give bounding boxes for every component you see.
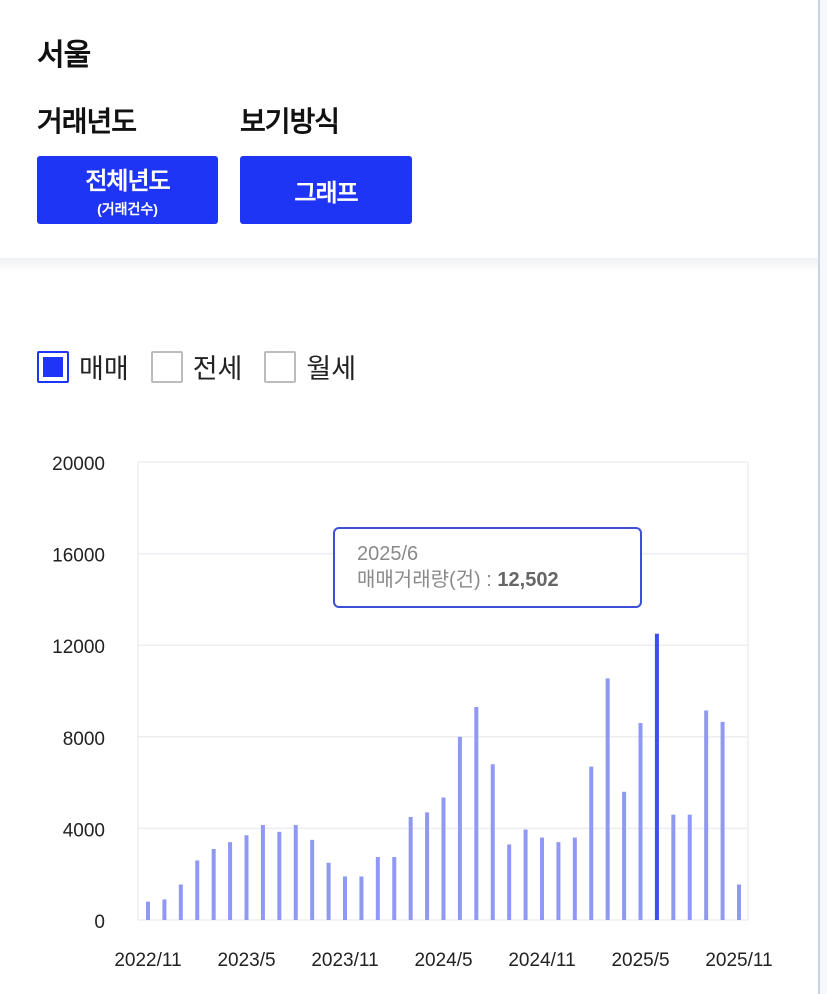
bar[interactable]: [310, 839, 315, 920]
bar[interactable]: [375, 857, 380, 920]
bar[interactable]: [195, 860, 200, 920]
bar[interactable]: [589, 766, 594, 920]
tooltip-value: 12,502: [497, 569, 559, 591]
bar[interactable]: [654, 633, 659, 920]
bar[interactable]: [474, 707, 479, 920]
bar[interactable]: [425, 812, 430, 920]
all-years-button-sublabel: (거래건수): [97, 201, 158, 217]
bar[interactable]: [326, 862, 331, 920]
bar[interactable]: [605, 678, 610, 920]
bar[interactable]: [671, 814, 676, 920]
bar[interactable]: [228, 842, 233, 920]
chart-tooltip: 2025/6 매매거래량(건) : 12,502: [333, 527, 642, 608]
bar[interactable]: [146, 901, 150, 920]
x-tick-label: 2024/11: [508, 950, 575, 971]
scrollbar-track: [818, 0, 827, 994]
y-tick-label: 20000: [52, 454, 105, 475]
panel-shadow: [0, 258, 818, 272]
legend-item-sale[interactable]: 매매: [37, 347, 129, 386]
graph-view-button-label: 그래프: [294, 179, 358, 207]
tooltip-label: 매매거래량(건): [357, 569, 481, 591]
view-mode-label: 보기방식: [240, 106, 340, 137]
y-tick-label: 0: [94, 912, 105, 933]
bar[interactable]: [343, 876, 347, 920]
graph-view-button[interactable]: 그래프: [240, 156, 412, 224]
bar[interactable]: [211, 849, 216, 920]
y-tick-label: 12000: [52, 637, 105, 658]
bar[interactable]: [244, 835, 249, 920]
x-tick-label: 2025/5: [611, 950, 669, 971]
bar[interactable]: [622, 791, 627, 920]
tooltip-separator: :: [480, 569, 498, 591]
monthly-rent-checkbox[interactable]: [264, 350, 297, 383]
bar[interactable]: [277, 831, 282, 920]
bar[interactable]: [507, 844, 512, 920]
transaction-bar-chart[interactable]: 20000 16000 12000 8000 4000 0 2022/11 2023/5 202…: [0, 420, 800, 980]
bar[interactable]: [392, 857, 397, 920]
all-years-button[interactable]: 전체년도 (거래건수): [37, 156, 218, 224]
y-tick-label: 4000: [63, 820, 105, 841]
x-tick-label: 2023/5: [217, 950, 275, 971]
bar[interactable]: [687, 814, 692, 920]
bar[interactable]: [737, 884, 741, 920]
bar[interactable]: [540, 837, 544, 920]
x-tick-label: 2025/11: [705, 950, 772, 971]
bar[interactable]: [178, 884, 183, 920]
legend-item-monthly-rent[interactable]: 월세: [264, 347, 356, 386]
bar[interactable]: [162, 899, 167, 920]
filter-panel: 서울 거래년도 보기방식 전체년도 (거래건수) 그래프: [0, 0, 818, 258]
legend-label-sale: 매매: [79, 354, 129, 384]
bar[interactable]: [359, 876, 364, 920]
bar[interactable]: [260, 824, 265, 920]
year-filter-label: 거래년도: [37, 106, 137, 137]
y-tick-label: 8000: [63, 729, 105, 750]
x-tick-label: 2022/11: [114, 950, 181, 971]
all-years-button-label: 전체년도: [85, 168, 170, 195]
bar[interactable]: [293, 824, 298, 920]
bar[interactable]: [457, 736, 462, 920]
legend-label-monthly-rent: 월세: [306, 354, 357, 384]
legend-item-jeonse[interactable]: 전세: [150, 347, 243, 386]
y-tick-label: 16000: [52, 546, 105, 567]
x-tick-label: 2023/11: [311, 950, 378, 971]
x-tick-label: 2024/5: [414, 950, 472, 971]
bar[interactable]: [720, 721, 725, 920]
bar[interactable]: [408, 816, 413, 920]
tooltip-value-line: 매매거래량(건) : 12,502: [357, 567, 640, 593]
bar[interactable]: [556, 842, 561, 920]
tooltip-date: 2025/6: [357, 543, 419, 565]
bar[interactable]: [490, 764, 495, 920]
region-title: 서울: [37, 39, 91, 72]
jeonse-checkbox[interactable]: [150, 350, 183, 383]
bar[interactable]: [704, 710, 709, 920]
bar[interactable]: [638, 723, 643, 920]
bar[interactable]: [441, 797, 446, 920]
bar[interactable]: [572, 837, 577, 920]
chart-legend: 매매 전세 월세: [37, 347, 378, 386]
bar[interactable]: [523, 829, 528, 920]
sale-checkbox[interactable]: [37, 350, 69, 383]
legend-label-jeonse: 전세: [192, 354, 243, 384]
